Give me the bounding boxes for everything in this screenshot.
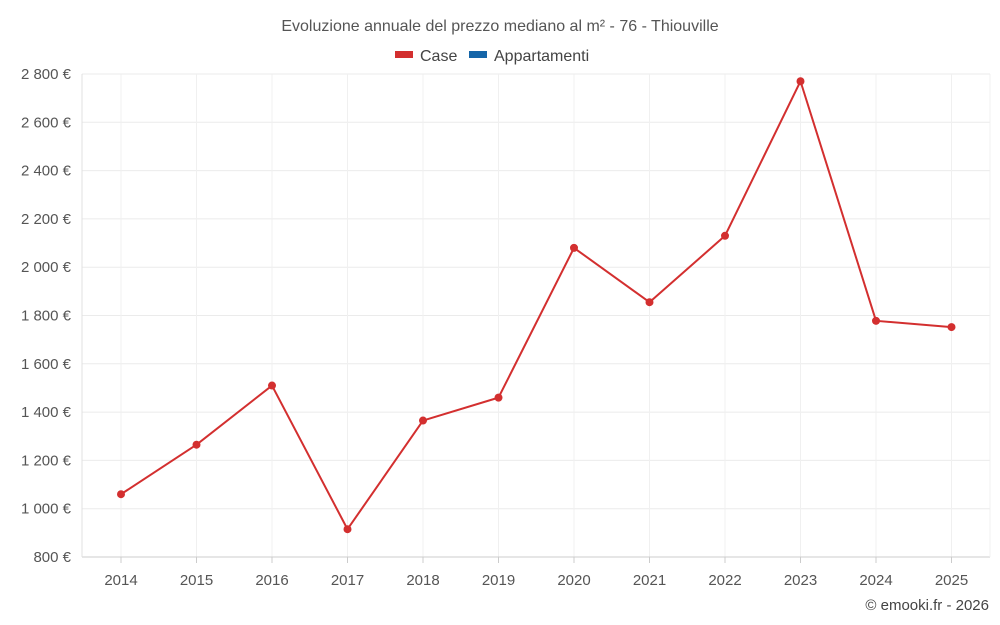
data-point[interactable] [268,381,276,390]
data-point[interactable] [192,440,201,449]
chart-title: Evoluzione annuale del prezzo mediano al… [281,18,718,35]
series-group [117,77,956,534]
y-tick-label: 2 400 € [21,163,72,180]
x-tick-label: 2017 [331,572,364,589]
y-tick-label: 1 200 € [21,452,72,469]
x-tick-label: 2024 [859,572,892,589]
legend-swatch-case[interactable] [395,51,413,58]
legend-label-case[interactable]: Case [420,48,457,65]
x-tick-label: 2022 [708,572,741,589]
y-tick-label: 2 800 € [21,66,72,83]
x-tick-label: 2014 [104,572,137,589]
x-tick-label: 2016 [255,572,288,589]
x-tick-label: 2020 [557,572,590,589]
data-point[interactable] [117,490,125,499]
y-tick-label: 2 000 € [21,259,72,276]
data-point[interactable] [796,77,805,86]
data-point[interactable] [494,393,503,402]
legend-label-appartamenti[interactable]: Appartamenti [494,48,589,65]
x-tick-label: 2021 [633,572,666,589]
y-tick-label: 800 € [33,549,71,566]
y-tick-label: 1 800 € [21,308,72,325]
data-point[interactable] [872,316,880,325]
data-point[interactable] [419,416,427,425]
data-point[interactable] [721,231,729,240]
y-axis-ticks: 800 € 1 000 € 1 200 € 1 400 € 1 600 € 1 800 €… [21,66,72,566]
x-axis-ticks: 2014 2015 2016 2017 2018 2019 2020 2021 2022 2023… [104,572,968,589]
grid-lines [82,73,990,558]
data-point[interactable] [343,525,352,534]
y-tick-label: 2 600 € [21,114,72,131]
x-tick-label: 2015 [180,572,213,589]
y-tick-label: 1 600 € [21,356,72,373]
axes [81,74,991,563]
x-tick-label: 2025 [935,572,968,589]
data-point[interactable] [570,243,578,252]
x-tick-label: 2019 [482,572,515,589]
data-point[interactable] [947,323,956,332]
x-tick-label: 2023 [784,572,817,589]
y-tick-label: 1 000 € [21,501,72,518]
chart-credit: © emooki.fr - 2026 [865,597,989,614]
legend-swatch-appartamenti[interactable] [469,51,487,58]
x-tick-label: 2018 [406,572,439,589]
legend: Case Appartamenti [395,48,589,65]
y-tick-label: 1 400 € [21,404,72,421]
series-line-case [120,80,952,531]
data-point[interactable] [645,298,654,307]
y-tick-label: 2 200 € [21,211,72,228]
